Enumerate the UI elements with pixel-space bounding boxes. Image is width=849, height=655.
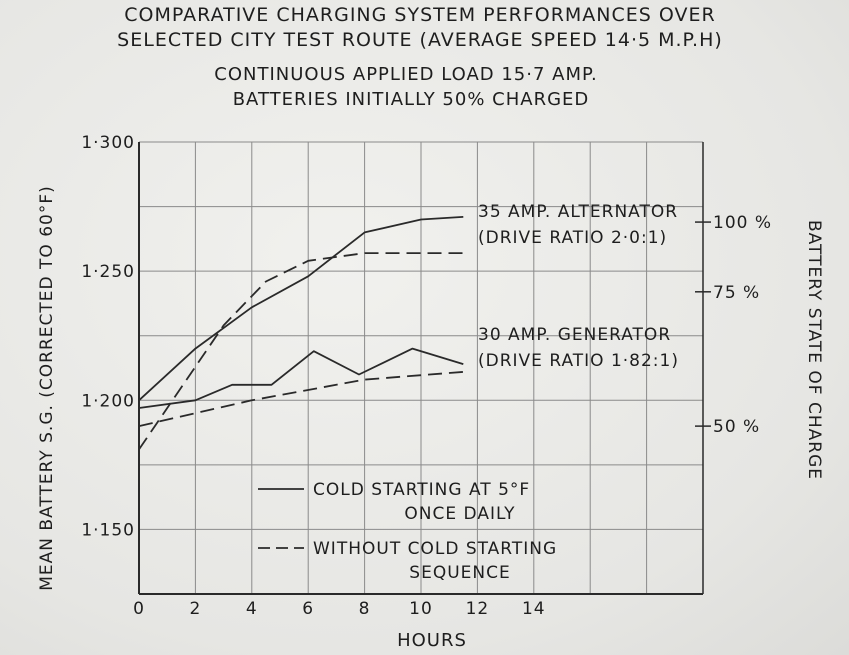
x-tick-label: 10 xyxy=(409,599,433,619)
series-line-2-dashed xyxy=(138,252,464,450)
y-tick-label: 1·150 xyxy=(81,520,135,540)
x-tick-label: 6 xyxy=(302,599,314,619)
legend: COLD STARTING AT 5°F ONCE DAILY WITHOUT CO… xyxy=(258,480,557,583)
x-tick-label: 12 xyxy=(466,599,490,619)
x-tick-label: 2 xyxy=(189,599,201,619)
right-axis: 100 % 75 % 50 % xyxy=(695,213,772,437)
y-axis-label: MEAN BATTERY S.G. (CORRECTED TO 60°F) xyxy=(37,185,57,590)
y-tick-label: 1·250 xyxy=(81,262,135,282)
x-tick-label: 4 xyxy=(246,599,258,619)
chart-subtitle-line-2: BATTERIES INITIALLY 50% CHARGED xyxy=(233,89,590,110)
right-axis-tick-label: 50 % xyxy=(713,417,760,437)
right-axis-tick-label: 100 % xyxy=(713,213,772,233)
annotation-2-line: (DRIVE RATIO 1·82:1) xyxy=(478,351,679,371)
series-line-1-solid xyxy=(138,216,464,401)
right-axis-label: BATTERY STATE OF CHARGE xyxy=(804,220,824,480)
series-line-4-dashed xyxy=(138,371,464,427)
right-axis-tick-label: 75 % xyxy=(713,283,760,303)
legend-label-line: SEQUENCE xyxy=(409,563,510,583)
chart-title-line-1: COMPARATIVE CHARGING SYSTEM PERFORMANCES… xyxy=(124,4,715,26)
x-tick-label: 14 xyxy=(522,599,546,619)
series-layer xyxy=(138,216,464,450)
chart-subtitle-line-1: CONTINUOUS APPLIED LOAD 15·7 AMP. xyxy=(214,64,598,85)
tick-labels: 0 2 4 6 8 10 12 14 1·300 1·250 1·200 1·150 xyxy=(81,133,546,619)
title-block: COMPARATIVE CHARGING SYSTEM PERFORMANCES… xyxy=(117,4,723,110)
annotation-1-line: 35 AMP. ALTERNATOR xyxy=(478,202,678,222)
series-line-3-solid xyxy=(138,347,464,409)
annotation-1-line: (DRIVE RATIO 2·0:1) xyxy=(478,228,667,248)
plot-frame xyxy=(138,142,704,595)
legend-label-line: WITHOUT COLD STARTING xyxy=(313,539,557,559)
x-tick-label: 8 xyxy=(359,599,371,619)
x-tick-label: 0 xyxy=(133,599,145,619)
legend-label-line: COLD STARTING AT 5°F xyxy=(313,480,530,500)
chart-title-line-2: SELECTED CITY TEST ROUTE (AVERAGE SPEED … xyxy=(117,29,723,51)
x-axis-label: HOURS xyxy=(397,630,467,651)
y-tick-label: 1·300 xyxy=(81,133,135,153)
annotation-2-line: 30 AMP. GENERATOR xyxy=(478,325,671,345)
legend-label-line: ONCE DAILY xyxy=(404,504,515,524)
annotations: 35 AMP. ALTERNATOR (DRIVE RATIO 2·0:1) 30 … xyxy=(478,202,679,371)
y-tick-label: 1·200 xyxy=(81,391,135,411)
